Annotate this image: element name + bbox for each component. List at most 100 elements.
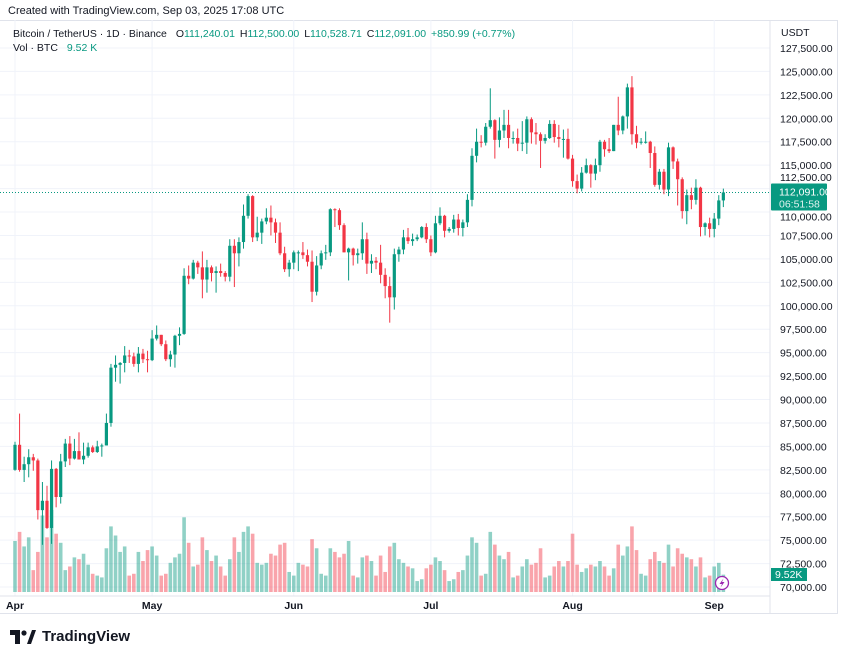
currency-label[interactable]: USDT [781, 27, 810, 39]
volume-bar [410, 568, 415, 592]
candle-body [520, 142, 524, 144]
candle-body [429, 239, 433, 253]
volume-bar [488, 531, 493, 592]
candle [40, 482, 45, 545]
candle-body [214, 271, 218, 273]
candle [575, 174, 579, 194]
volume-bar [643, 575, 648, 592]
volume-bar [109, 526, 113, 592]
candle [685, 189, 689, 225]
candle-body [374, 260, 378, 263]
x-tick-label: Sep [705, 600, 724, 612]
candle [45, 485, 49, 529]
candle [666, 142, 671, 197]
symbol-title[interactable]: Bitcoin / TetherUS · 1D · Binance [13, 28, 167, 40]
candle-body [301, 252, 305, 256]
volume-bar [534, 562, 538, 592]
candle [237, 237, 241, 267]
volume-bar [392, 542, 397, 592]
candle [219, 263, 223, 277]
volume-bar [68, 566, 72, 592]
candle-body [360, 239, 364, 254]
tradingview-logo[interactable]: TradingView [10, 628, 130, 645]
x-tick-label: May [142, 600, 163, 612]
candle [584, 158, 588, 174]
candle-body [397, 249, 401, 255]
candle [365, 232, 369, 274]
volume-bar [474, 542, 479, 592]
volume-label[interactable]: Vol · BTC [13, 42, 58, 54]
volume-bar [557, 561, 561, 592]
volume-bar [630, 526, 634, 592]
candle-body [680, 179, 684, 212]
candle [351, 247, 355, 266]
volume-bar [278, 544, 282, 592]
candle [223, 271, 227, 282]
candle [177, 327, 182, 346]
candle [548, 120, 552, 139]
candle-body [548, 123, 552, 138]
volume-bar [497, 555, 502, 592]
candle-body [310, 261, 314, 292]
volume-bar [141, 561, 145, 592]
candle-body [584, 165, 588, 173]
candle [644, 131, 648, 144]
candle-body [283, 253, 287, 270]
volume-bar [227, 559, 232, 592]
candle [150, 330, 154, 362]
candle [438, 207, 442, 226]
candle [712, 212, 716, 238]
volume-bar [365, 555, 369, 592]
candle [520, 121, 524, 152]
y-tick-label: 117,500.00 [780, 137, 832, 149]
volume-bar [127, 575, 132, 592]
volume-bar [196, 564, 200, 592]
candle-body [689, 195, 693, 200]
y-tick-label: 112,500.00 [780, 172, 832, 184]
volume-bar [164, 573, 168, 592]
volume-bar [273, 555, 278, 592]
volume-bar [214, 555, 218, 592]
candle-body [31, 457, 35, 461]
candle [123, 346, 127, 373]
candle-body [392, 254, 396, 298]
volume-bar [575, 564, 579, 592]
candle [196, 260, 200, 274]
candle [360, 222, 364, 260]
candle-body [648, 141, 652, 153]
y-tick-label: 95,000.00 [780, 348, 827, 360]
candle-body [493, 120, 497, 140]
volume-bar [680, 553, 685, 592]
candle [630, 76, 634, 145]
candle-body [424, 227, 428, 240]
candle [127, 349, 131, 363]
x-tick-label: Jul [423, 600, 438, 612]
candle-body [36, 460, 40, 511]
candle [109, 363, 113, 427]
candle-body [442, 215, 447, 231]
volume-bar [529, 564, 534, 592]
volume-bar [333, 551, 337, 592]
volume-bar [136, 551, 141, 592]
candle-body [575, 181, 579, 189]
candle [59, 453, 63, 504]
volume-bar [86, 564, 90, 592]
candle-body [255, 232, 259, 238]
lightning-icon[interactable] [714, 575, 730, 591]
candle-body [209, 267, 214, 273]
candle-body [13, 444, 17, 470]
volume-bar [689, 559, 694, 592]
candle [333, 208, 337, 228]
candle-body [484, 126, 488, 143]
volume-bar [186, 542, 191, 592]
volume-bar [684, 557, 689, 592]
open-value: 111,240.01 [183, 28, 235, 40]
volume-bar [561, 566, 566, 592]
volume-bar [223, 575, 228, 592]
candle [86, 442, 90, 458]
brand-name: TradingView [42, 628, 131, 645]
y-tick-label: 85,000.00 [780, 441, 827, 453]
candle-body [538, 134, 543, 141]
candle [470, 148, 474, 207]
